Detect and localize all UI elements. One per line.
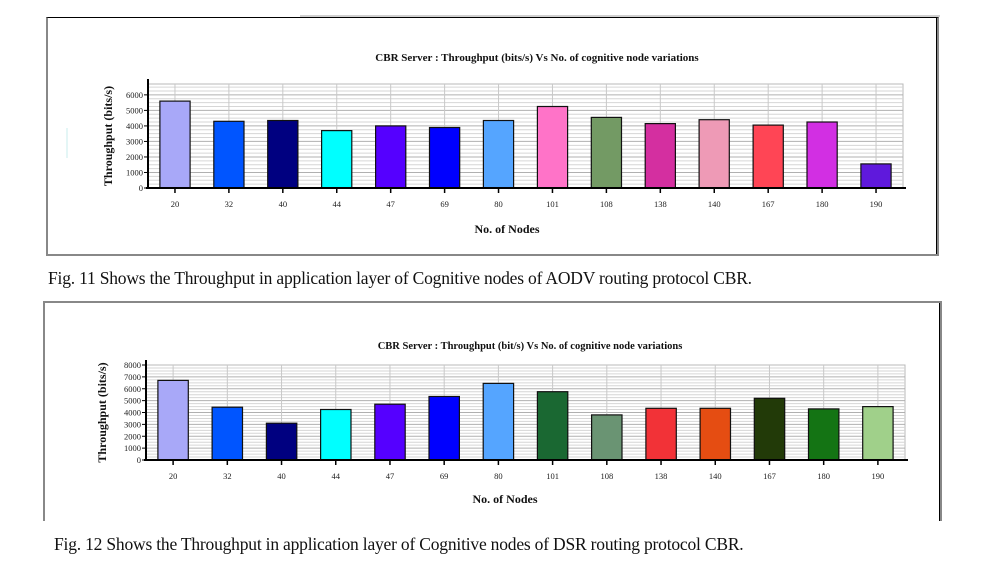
x-tick-label: 180 bbox=[817, 471, 830, 481]
bar-32 bbox=[211, 406, 244, 461]
x-tick-label: 167 bbox=[763, 471, 776, 481]
x-tick-label: 20 bbox=[171, 199, 180, 209]
x-axis-label: No. of Nodes bbox=[473, 492, 538, 506]
y-tick-label: 6000 bbox=[124, 384, 141, 394]
bar-47 bbox=[374, 403, 406, 461]
bar-190 bbox=[862, 406, 894, 461]
bar-40 bbox=[265, 422, 298, 461]
decorative-mark bbox=[66, 128, 68, 158]
bar-20 bbox=[159, 100, 191, 189]
bar-108 bbox=[590, 414, 623, 461]
y-axis-label: Throughput (bits/s) bbox=[101, 86, 115, 186]
x-tick-label: 138 bbox=[654, 199, 667, 209]
x-tick-label: 32 bbox=[223, 471, 232, 481]
x-tick-label: 40 bbox=[277, 471, 286, 481]
bar-69 bbox=[428, 395, 460, 461]
bar-138 bbox=[644, 122, 677, 189]
figure-11-chart: 0 1000 2000 3000 4000 5000 6000 20 32 40 44 47 69 80 1… bbox=[101, 52, 906, 236]
x-axis-label: No. of Nodes bbox=[475, 222, 540, 236]
x-tick-label: 101 bbox=[546, 471, 559, 481]
bar-80 bbox=[482, 382, 515, 461]
bar-167 bbox=[752, 124, 784, 189]
x-tick-label: 138 bbox=[655, 471, 668, 481]
y-axis-label: Throughput (bits/s) bbox=[95, 362, 109, 462]
y-tick-label: 2000 bbox=[126, 152, 143, 162]
bar-180 bbox=[806, 121, 838, 189]
x-tick-label: 80 bbox=[494, 471, 503, 481]
x-tick-label: 167 bbox=[762, 199, 775, 209]
y-tick-label: 3000 bbox=[124, 419, 141, 429]
bar-167 bbox=[753, 397, 786, 461]
x-tick-label: 190 bbox=[870, 199, 883, 209]
y-tick-label: 7000 bbox=[124, 372, 141, 382]
bar-40 bbox=[267, 119, 299, 189]
x-tick-label: 180 bbox=[816, 199, 829, 209]
y-tick-label: 1000 bbox=[126, 167, 143, 177]
bar-44 bbox=[321, 130, 353, 189]
x-tick-label: 140 bbox=[709, 471, 722, 481]
bar-108 bbox=[590, 116, 623, 189]
y-tick-label: 1000 bbox=[124, 443, 141, 453]
bar-101 bbox=[536, 391, 569, 461]
y-tick-label: 4000 bbox=[124, 408, 141, 418]
figure-11-caption: Fig. 11 Shows the Throughput in applicat… bbox=[48, 268, 752, 288]
chart-title: CBR Server : Throughput (bit/s) Vs No. o… bbox=[378, 341, 683, 352]
page-divider bbox=[300, 15, 940, 17]
bar-69 bbox=[428, 126, 461, 189]
x-tick-label: 32 bbox=[225, 199, 234, 209]
bar-44 bbox=[320, 408, 352, 461]
x-tick-label: 47 bbox=[386, 471, 395, 481]
bar-80 bbox=[482, 119, 515, 189]
x-tick-label: 80 bbox=[494, 199, 503, 209]
y-tick-label: 6000 bbox=[126, 90, 143, 100]
x-tick-label: 44 bbox=[333, 199, 342, 209]
y-tick-label: 5000 bbox=[126, 105, 143, 115]
x-tick-label: 190 bbox=[872, 471, 885, 481]
bar-32 bbox=[213, 120, 245, 189]
x-tick-label: 40 bbox=[279, 199, 288, 209]
bar-140 bbox=[699, 407, 732, 461]
figure-12-caption: Fig. 12 Shows the Throughput in applicat… bbox=[54, 534, 744, 554]
x-tick-label: 101 bbox=[546, 199, 559, 209]
x-tick-label: 20 bbox=[169, 471, 178, 481]
chart-title: CBR Server : Throughput (bits/s) Vs No. … bbox=[375, 52, 699, 64]
x-tick-label: 69 bbox=[440, 471, 449, 481]
bar-140 bbox=[698, 119, 730, 189]
y-tick-label: 0 bbox=[137, 455, 141, 465]
y-tick-label: 0 bbox=[139, 183, 143, 193]
bar-190 bbox=[860, 163, 892, 189]
x-tick-label: 108 bbox=[600, 199, 613, 209]
bar-20 bbox=[157, 379, 189, 461]
y-tick-label: 4000 bbox=[126, 121, 143, 131]
y-tick-label: 8000 bbox=[124, 360, 141, 370]
bar-180 bbox=[807, 408, 840, 461]
x-tick-label: 47 bbox=[386, 199, 395, 209]
y-tick-label: 2000 bbox=[124, 431, 141, 441]
y-tick-label: 3000 bbox=[126, 136, 143, 146]
x-tick-label: 108 bbox=[600, 471, 613, 481]
x-tick-label: 69 bbox=[440, 199, 449, 209]
x-tick-label: 140 bbox=[708, 199, 721, 209]
x-tick-label: 44 bbox=[332, 471, 341, 481]
bar-138 bbox=[645, 407, 677, 461]
y-tick-label: 5000 bbox=[124, 396, 141, 406]
